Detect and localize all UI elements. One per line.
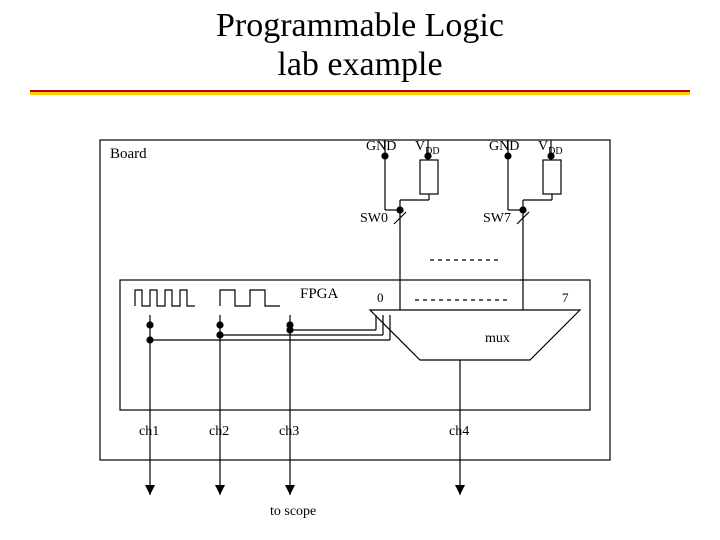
ch2-label: ch2 (209, 424, 229, 439)
board-label: Board (110, 146, 147, 162)
fpga-label: FPGA (300, 286, 339, 302)
ch1-label: ch1 (139, 424, 159, 439)
to-scope-label: to scope (270, 504, 316, 519)
mux-in-0: 0 (377, 290, 384, 305)
vdd2-label: VDD (538, 139, 563, 157)
schematic-diagram: Board FPGA GND VDD GND VDD SW0 SW7 0 7 m… (90, 130, 620, 520)
gnd1-label: GND (366, 139, 396, 154)
board-box (100, 140, 610, 460)
mux-label: mux (485, 331, 510, 346)
ch4-label: ch4 (449, 424, 469, 439)
sw7-label: SW7 (483, 211, 511, 226)
clock-wave-1 (135, 290, 195, 306)
title-line2: lab example (277, 46, 442, 83)
ch3-label: ch3 (279, 424, 299, 439)
title-line1: Programmable Logic (216, 7, 504, 44)
sw7-box (543, 160, 561, 194)
gnd2-label: GND (489, 139, 519, 154)
divider-rule (30, 90, 690, 95)
sw0-label: SW0 (360, 211, 388, 226)
vdd1-label: VDD (415, 139, 440, 157)
fpga-box (120, 280, 590, 410)
sw0-box (420, 160, 438, 194)
mux-in-7: 7 (562, 290, 569, 305)
mux-shape (370, 310, 580, 360)
page-title: Programmable Logic lab example (0, 0, 720, 84)
clock-wave-2 (220, 290, 280, 306)
